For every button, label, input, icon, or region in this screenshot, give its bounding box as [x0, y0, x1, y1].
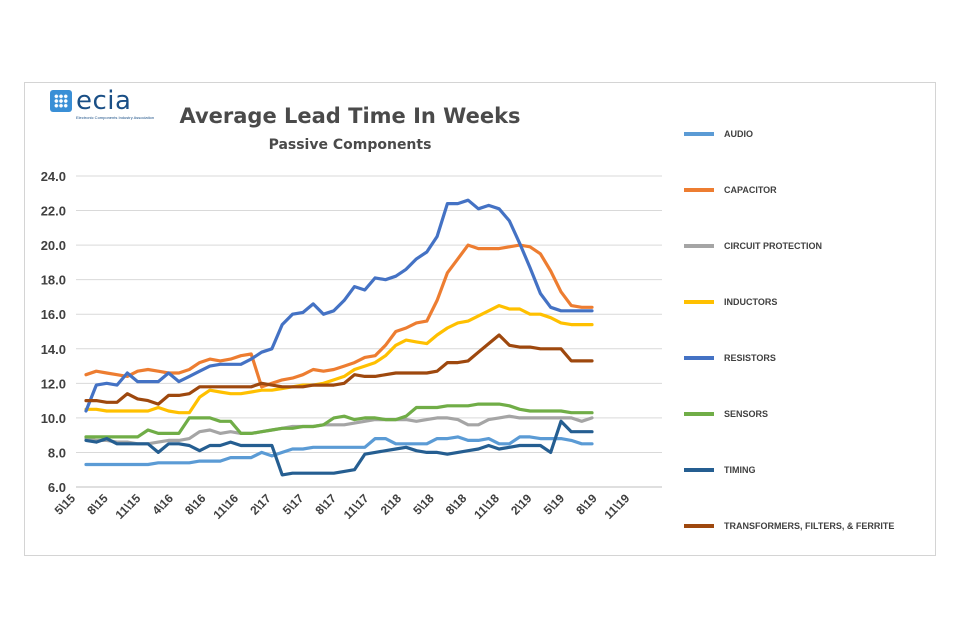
legend-swatch	[684, 188, 714, 192]
x-axis-ticks: 5\15 8\15 11\15 4\16 8\16 11\16 2\17 5\17 8\17 11…	[52, 491, 633, 522]
legend-swatch	[684, 244, 714, 248]
y-tick-label: 10.0	[41, 411, 66, 426]
series-line-transformers-filters-ferrite	[84, 333, 594, 406]
x-tick-label: 8\16	[182, 491, 209, 518]
legend-item: CIRCUIT PROTECTION	[684, 238, 822, 254]
legend-swatch	[684, 356, 714, 360]
legend-swatch	[684, 300, 714, 304]
ecia-logo: ecia Electronic Components Industry Asso…	[50, 86, 154, 120]
chart-title: Average Lead Time In Weeks	[179, 104, 521, 128]
x-tick-label: 8\18	[443, 491, 470, 518]
x-tick-label: 8\19	[573, 491, 600, 518]
legend-swatch	[684, 468, 714, 472]
x-tick-label: 11\17	[341, 491, 372, 522]
y-tick-label: 6.0	[48, 480, 66, 495]
legend-label: CIRCUIT PROTECTION	[724, 241, 822, 251]
series-line-capacitor	[84, 243, 594, 389]
x-tick-label: 5\17	[280, 491, 307, 518]
logo-tagline: Electronic Components Industry Associati…	[76, 115, 155, 120]
y-tick-label: 16.0	[41, 307, 66, 322]
series-lines	[84, 198, 594, 477]
y-tick-label: 18.0	[41, 273, 66, 288]
x-tick-label: 11\16	[210, 491, 241, 522]
ecia-logo-icon	[50, 90, 72, 112]
chart-subtitle: Passive Components	[268, 137, 432, 153]
x-tick-label: 4\16	[150, 491, 177, 518]
y-tick-label: 12.0	[41, 376, 66, 391]
series-line-sensors	[84, 402, 594, 439]
series-line-resistors	[84, 198, 594, 413]
x-tick-label: 5\18	[410, 491, 437, 518]
legend-label: SENSORS	[724, 409, 769, 419]
x-tick-label: 2\18	[378, 491, 405, 518]
legend-label: INDUCTORS	[724, 297, 778, 307]
y-axis-ticks: 6.0 8.0 10.0 12.0 14.0 16.0 18.0 20.0 22.0 24.0	[41, 169, 66, 495]
y-tick-label: 24.0	[41, 169, 66, 184]
legend-item: TIMING	[684, 462, 756, 478]
legend-item: CAPACITOR	[684, 182, 777, 198]
legend-swatch	[684, 412, 714, 416]
y-tick-label: 22.0	[41, 204, 66, 219]
x-tick-label: 11\18	[471, 491, 502, 522]
y-tick-label: 8.0	[48, 445, 66, 460]
series-line-audio	[84, 435, 594, 467]
logo-wordmark: ecia	[76, 86, 132, 116]
legend-swatch	[684, 132, 714, 136]
x-tick-label: 11\19	[602, 491, 633, 522]
x-tick-label: 2\19	[508, 491, 535, 518]
legend-item: AUDIO	[684, 126, 753, 142]
legend-label: TIMING	[724, 465, 756, 475]
x-tick-label: 5\19	[541, 491, 568, 518]
series-line-circuit-protection	[84, 414, 594, 446]
legend-item: SENSORS	[684, 406, 768, 422]
y-tick-label: 20.0	[41, 238, 66, 253]
legend-item: INDUCTORS	[684, 294, 777, 310]
x-tick-label: 8\17	[313, 491, 340, 518]
x-tick-label: 2\17	[247, 491, 274, 518]
x-tick-label: 11\15	[113, 491, 144, 522]
legend-item: RESISTORS	[684, 350, 776, 366]
x-tick-label: 8\15	[84, 491, 111, 518]
series-line-timing	[84, 419, 594, 477]
y-tick-label: 14.0	[41, 342, 66, 357]
chart-frame	[24, 82, 936, 556]
legend-label: TRANSFORMERS, FILTERS, & FERRITE	[724, 521, 895, 531]
legend-label: AUDIO	[724, 129, 753, 139]
legend-label: RESISTORS	[724, 353, 776, 363]
series-line-inductors	[84, 304, 594, 415]
legend-label: CAPACITOR	[724, 185, 777, 195]
legend-item: TRANSFORMERS, FILTERS, & FERRITE	[684, 518, 894, 534]
legend-swatch	[684, 524, 714, 528]
